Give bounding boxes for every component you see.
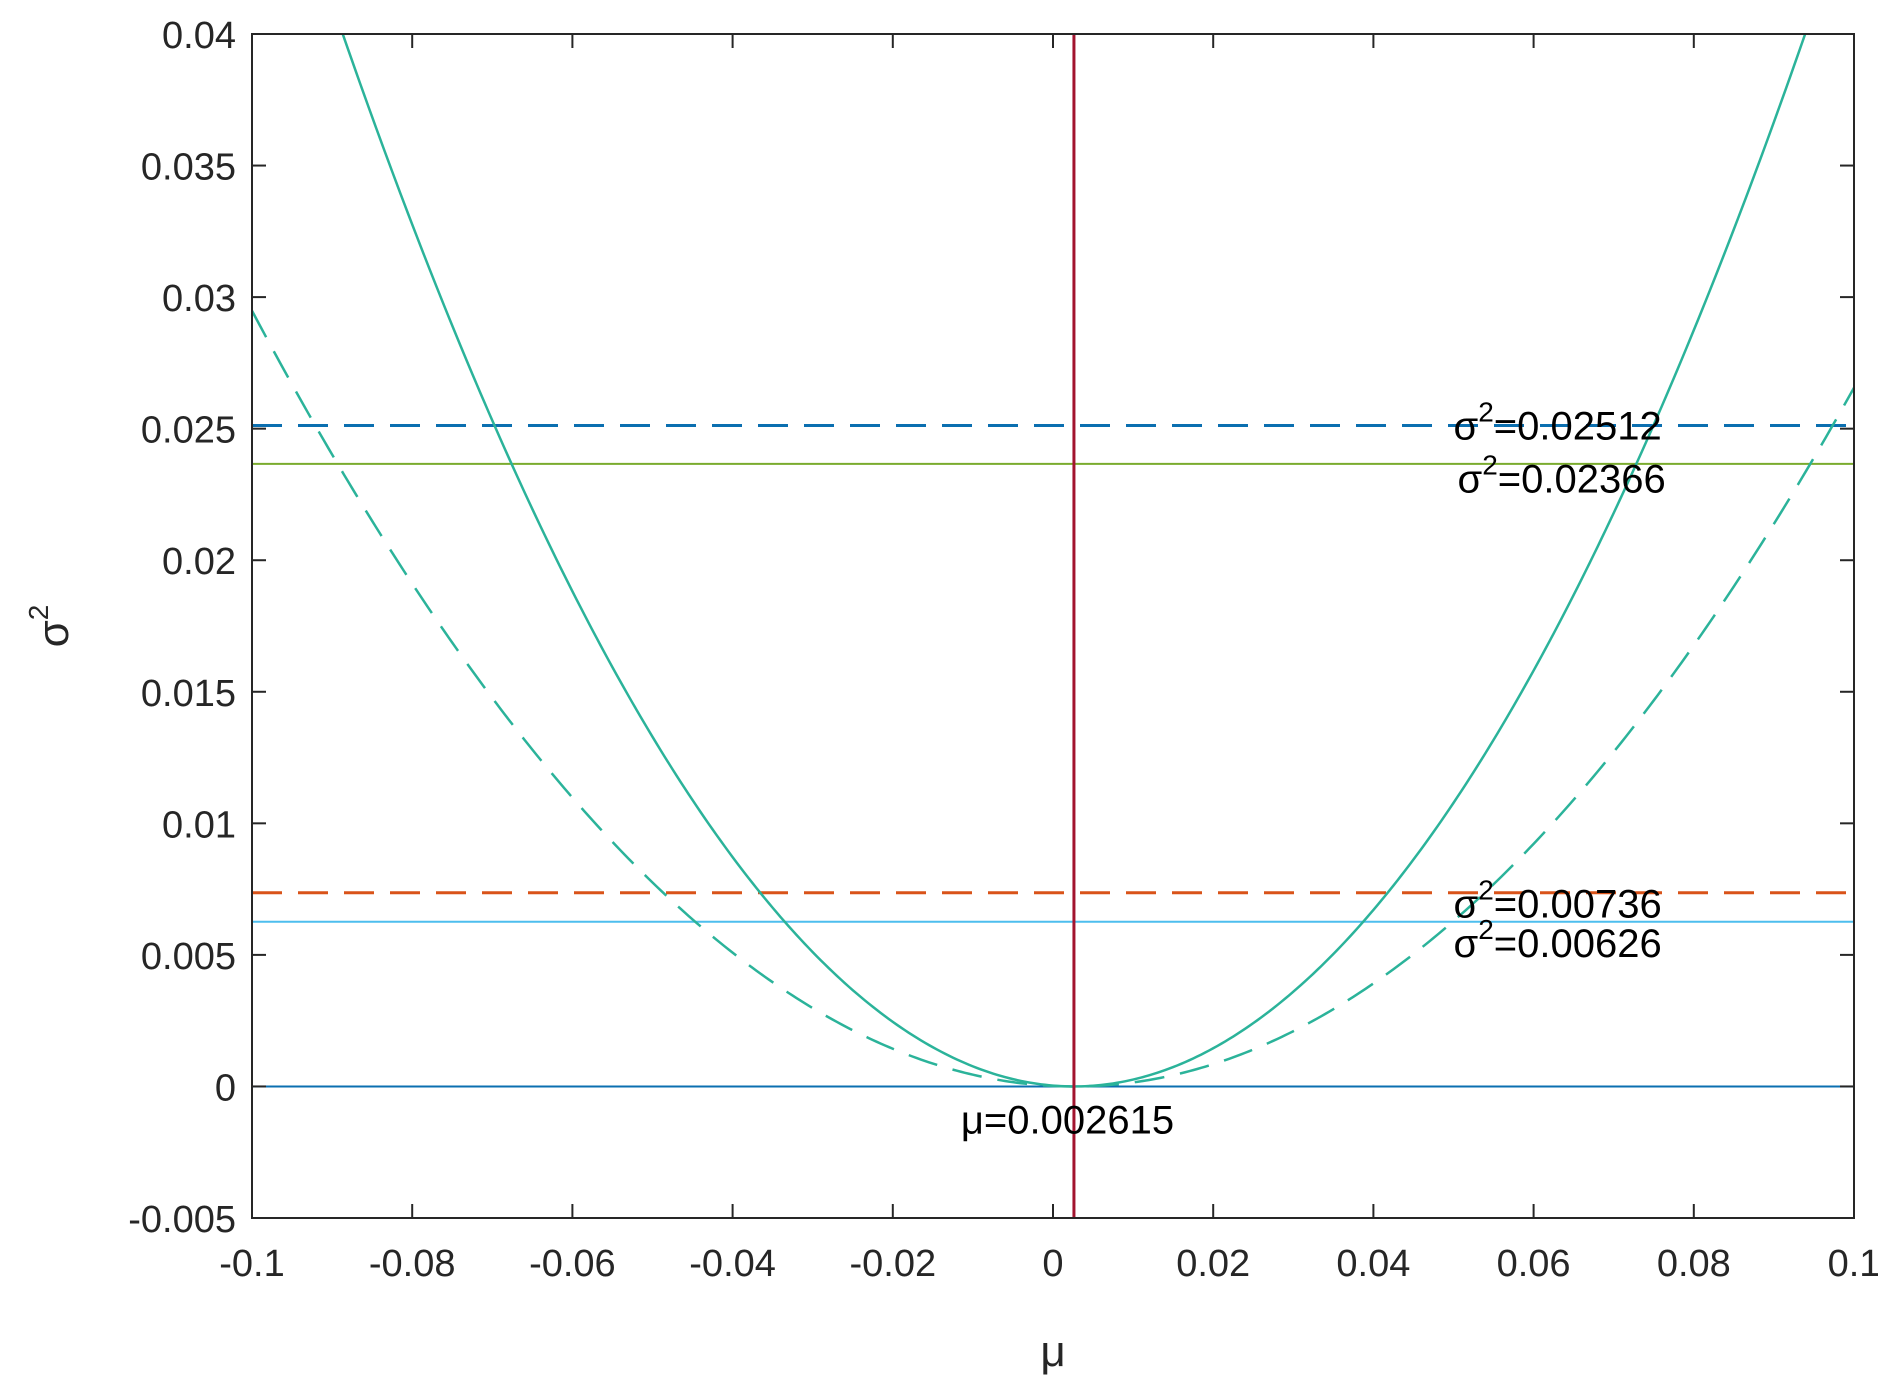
y-axis-label-sup: 2	[23, 605, 54, 621]
y-tick-label-2: 0.005	[141, 936, 236, 978]
x-tick-label-1: -0.08	[369, 1243, 456, 1285]
x-axis-label: μ	[1040, 1327, 1065, 1376]
ticks-layer: -0.1 -0.08 -0.06 -0.04 -0.02 0 0.02 0.04 0.06 0.0…	[128, 15, 1878, 1285]
y-tick-label-4: 0.015	[141, 673, 236, 715]
y-axis-label: σ2	[23, 605, 78, 648]
plot-background	[252, 34, 1854, 1218]
x-tick-label-3: -0.04	[689, 1243, 776, 1285]
y-tick-label-0: -0.005	[128, 1199, 236, 1241]
y-tick-label-9: 0.04	[162, 15, 236, 57]
y-axis-label-base: σ	[29, 620, 78, 647]
y-tick-label-1: 0	[215, 1067, 236, 1109]
x-tick-label-8: 0.06	[1497, 1243, 1571, 1285]
y-tick-label-5: 0.02	[162, 541, 236, 583]
x-tick-label-10: 0.1	[1828, 1243, 1878, 1285]
x-tick-label-6: 0.02	[1176, 1243, 1250, 1285]
annotation-0: σ2=0.02512	[1454, 397, 1662, 449]
x-tick-label-4: -0.02	[849, 1243, 936, 1285]
y-tick-label-8: 0.035	[141, 147, 236, 189]
y-tick-label-7: 0.03	[162, 278, 236, 320]
x-tick-label-2: -0.06	[529, 1243, 616, 1285]
y-tick-label-3: 0.01	[162, 804, 236, 846]
annotation-3: σ2=0.00626	[1454, 914, 1662, 966]
x-tick-label-0: -0.1	[219, 1243, 284, 1285]
x-tick-label-7: 0.04	[1336, 1243, 1410, 1285]
y-tick-label-6: 0.025	[141, 410, 236, 452]
annotation-2: σ2=0.00736	[1454, 874, 1662, 926]
x-tick-label-5: 0	[1042, 1243, 1063, 1285]
curve-dashed-1	[252, 310, 1854, 1088]
annotation-1: σ2=0.02366	[1458, 450, 1666, 502]
annotation-4: μ=0.002615	[961, 1098, 1174, 1142]
series-layer	[252, 34, 1854, 1218]
x-tick-label-9: 0.08	[1657, 1243, 1731, 1285]
